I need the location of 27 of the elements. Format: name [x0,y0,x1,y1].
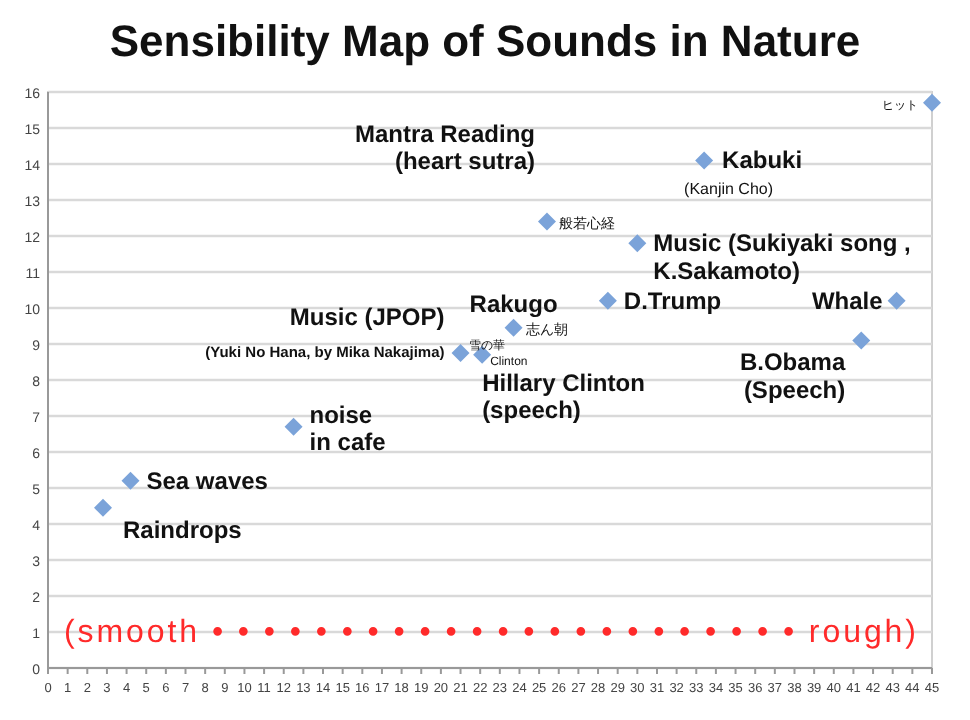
point [923,93,941,112]
annotation: Music (JPOP) [289,303,445,331]
annotation: D.Trump [623,286,722,315]
point [628,234,647,253]
annotation: Whale [811,286,884,315]
chart-title: Sensibility Map of Sounds in Nature [109,16,861,66]
annotation: Raindrops [123,515,243,544]
annotation: B.Obama (Speech) [739,348,846,404]
point [537,212,556,231]
annotation: Kabuki [722,146,803,175]
point [887,291,906,310]
point [695,151,714,170]
point [121,471,140,490]
point [451,344,470,362]
point [852,331,871,350]
annotation: Sea waves [146,466,269,495]
point [598,291,617,310]
annotation: (Kanjin Cho) [684,180,774,199]
annotation: Mantra Reading (heart sutra) [354,119,535,176]
annotation: Rakugo [469,289,558,318]
annotation: Hillary Clinton (speech) [482,368,645,425]
annotation: (smooth • • • • • • • • • • • • • • • • • • • • • • • rough) [64,616,916,650]
point [284,417,303,436]
point [504,318,523,337]
point [94,498,112,517]
annotation: Music (Sukiyaki song , K.Sakamoto) [653,229,911,285]
annotation: noise in cafe [309,400,387,457]
